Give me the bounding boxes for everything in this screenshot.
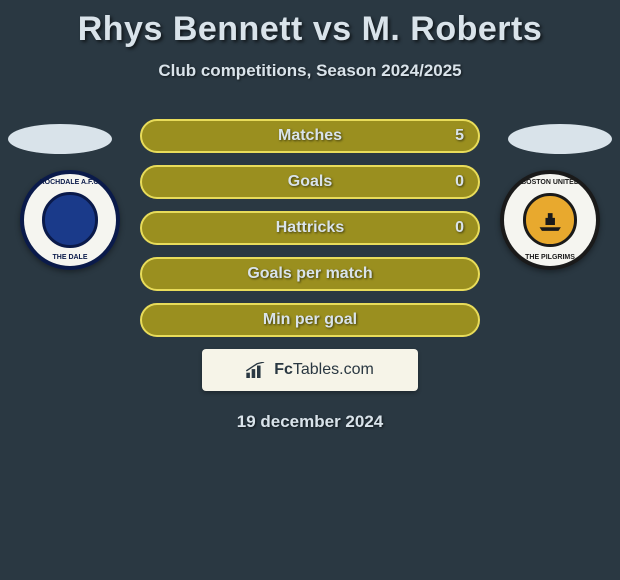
boston-text-bottom: THE PILGRIMS — [504, 254, 596, 261]
stat-row-matches: Matches 5 — [140, 119, 480, 153]
stat-value-right: 5 — [455, 127, 464, 145]
page-subtitle: Club competitions, Season 2024/2025 — [0, 61, 620, 81]
avatar-left-placeholder — [8, 124, 112, 154]
footer-attribution: FcTables.com — [202, 349, 418, 391]
rochdale-text-top: ROCHDALE A.F.C. — [24, 179, 116, 186]
avatar-right-placeholder — [508, 124, 612, 154]
stat-value-right: 0 — [455, 219, 464, 237]
stats-container: Matches 5 Goals 0 Hattricks 0 Goals per … — [140, 119, 480, 337]
rochdale-crest: ROCHDALE A.F.C. THE DALE — [20, 170, 120, 270]
stat-row-hattricks: Hattricks 0 — [140, 211, 480, 245]
stat-label: Hattricks — [276, 219, 344, 237]
stat-label: Goals per match — [247, 265, 372, 283]
stat-row-goals: Goals 0 — [140, 165, 480, 199]
boston-text-top: BOSTON UNITED — [504, 179, 596, 186]
club-badge-right: BOSTON UNITED THE PILGRIMS — [500, 170, 600, 270]
stat-label: Matches — [278, 127, 342, 145]
rochdale-text-bottom: THE DALE — [24, 254, 116, 261]
stat-label: Goals — [288, 173, 332, 191]
bar-chart-icon — [246, 362, 268, 378]
fctables-logo: FcTables.com — [246, 361, 374, 379]
ship-icon — [536, 206, 564, 234]
boston-inner-circle — [523, 193, 576, 246]
boston-crest: BOSTON UNITED THE PILGRIMS — [500, 170, 600, 270]
date-label: 19 december 2024 — [0, 412, 620, 432]
stat-value-right: 0 — [455, 173, 464, 191]
fctables-text: FcTables.com — [274, 361, 374, 379]
club-badge-left: ROCHDALE A.F.C. THE DALE — [20, 170, 120, 270]
rochdale-inner-circle — [42, 192, 97, 247]
stat-row-goals-per-match: Goals per match — [140, 257, 480, 291]
stat-row-min-per-goal: Min per goal — [140, 303, 480, 337]
stat-label: Min per goal — [263, 311, 357, 329]
page-title: Rhys Bennett vs M. Roberts — [0, 0, 620, 49]
